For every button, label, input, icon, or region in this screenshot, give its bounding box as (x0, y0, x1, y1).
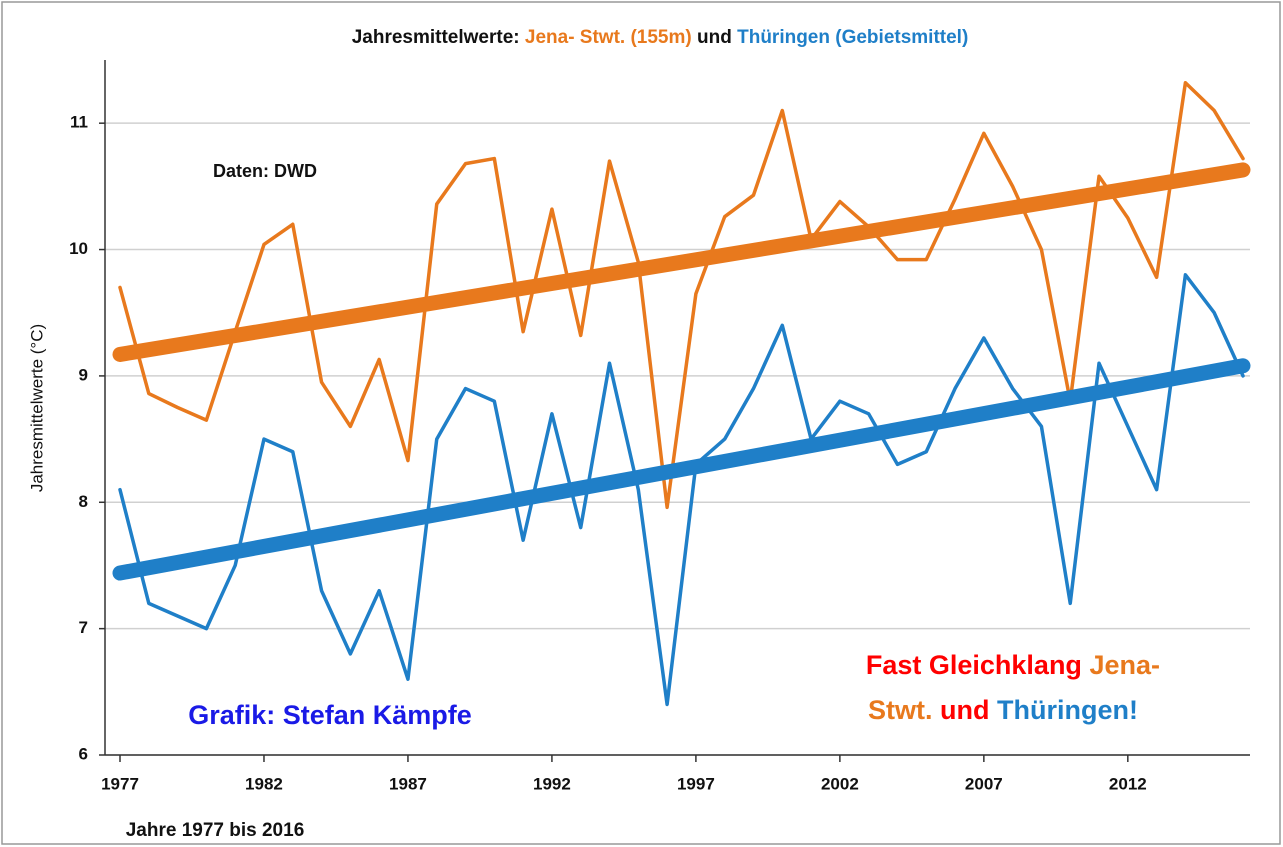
y-tick-label: 10 (69, 239, 88, 258)
y-tick-label: 8 (79, 492, 88, 511)
title-part: Jahresmittelwerte: (352, 27, 520, 48)
title-part: Thüringen (Gebietsmittel) (737, 27, 968, 48)
note-part: Jena- (1089, 650, 1160, 680)
x-tick-label: 1982 (245, 774, 283, 793)
title-part: und (697, 27, 732, 48)
trend-line (112, 358, 1251, 581)
x-tick-label: 2002 (821, 774, 859, 793)
x-axis-label: Jahre 1977 bis 2016 (126, 820, 305, 841)
title-part: Jena- Stwt. (155m) (525, 27, 692, 48)
annotation: Stwt. und Thüringen! (868, 695, 1138, 725)
y-tick-label: 9 (79, 365, 88, 384)
x-tick-label: 2012 (1109, 774, 1147, 793)
y-tick-label: 7 (79, 618, 88, 637)
x-tick-label: 1987 (389, 774, 427, 793)
annotation: Daten: DWD (213, 161, 317, 181)
data-line (118, 273, 1245, 707)
y-axis-label: Jahresmittelwerte (°C) (27, 324, 46, 492)
annotation: Grafik: Stefan Kämpfe (188, 700, 472, 730)
x-tick-label: 1997 (677, 774, 715, 793)
x-tick-label: 2007 (965, 774, 1003, 793)
x-tick-label: 1977 (101, 774, 139, 793)
data-line (118, 80, 1245, 510)
y-tick-label: 6 (79, 744, 88, 763)
note-part: Fast Gleichklang (866, 650, 1082, 680)
note-part: Stwt. (868, 695, 933, 725)
annotation: Fast Gleichklang Jena- (866, 650, 1160, 680)
y-tick-label: 11 (70, 113, 88, 132)
note-part: Thüringen! (997, 695, 1138, 725)
x-tick-label: 1992 (533, 774, 571, 793)
note-part: und (940, 695, 989, 725)
trend-line (112, 162, 1251, 362)
chart-title: Jahresmittelwerte: Jena- Stwt. (155m) un… (352, 27, 969, 48)
